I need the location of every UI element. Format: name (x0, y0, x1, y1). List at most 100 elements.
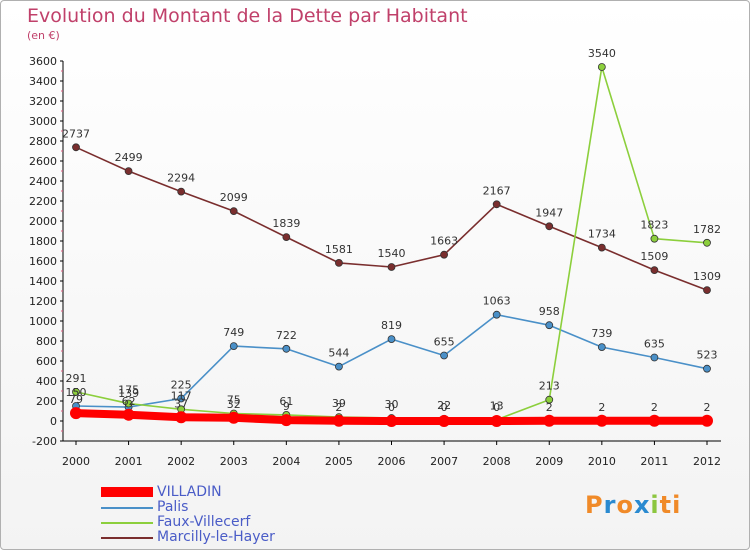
data-label-villadin: 0 (441, 401, 448, 414)
data-point-marcilly-le-hayer (387, 263, 396, 271)
data-label-faux-villecerf: 175 (118, 384, 139, 397)
data-point-palis (387, 335, 396, 344)
data-point-marcilly-le-hayer (124, 167, 133, 176)
data-label-faux-villecerf: 1823 (640, 219, 668, 232)
data-label-layer: 2737 2499 2294 2099 1839 1581 1540 1663 2167 1947… (62, 47, 721, 414)
data-label-faux-villecerf: 117 (171, 389, 192, 402)
data-point-faux-villecerf (545, 395, 554, 404)
data-point-palis (335, 362, 343, 371)
data-label-palis: 749 (223, 326, 244, 339)
x-tick-label: 2005 (325, 455, 353, 468)
data-point-villadin (385, 415, 398, 427)
data-point-palis (229, 342, 238, 351)
data-point-villadin (175, 411, 188, 424)
x-tick-label: 2006 (378, 455, 406, 468)
legend-swatch-palis (101, 507, 153, 509)
data-label-faux-villecerf: 39 (332, 397, 346, 410)
y-tick-label: 0 (50, 415, 57, 428)
data-point-faux-villecerf (72, 387, 80, 396)
y-tick-label: 3600 (29, 55, 57, 68)
data-point-villadin (543, 414, 556, 427)
data-point-marcilly-le-hayer (440, 250, 448, 259)
data-label-marcilly-le-hayer: 1309 (693, 270, 721, 283)
x-tick-label: 2010 (588, 455, 616, 468)
y-tick-label: 1400 (29, 275, 57, 288)
y-tick-label: 200 (36, 395, 57, 408)
x-tick-label: 2002 (167, 455, 195, 468)
data-label-marcilly-le-hayer: 2737 (62, 127, 90, 140)
data-label-palis: 139 (118, 387, 139, 400)
data-point-faux-villecerf (650, 234, 659, 243)
data-point-palis (440, 351, 448, 360)
data-point-palis (597, 343, 606, 352)
y-tick-label: 3400 (29, 75, 57, 88)
data-point-villadin (490, 415, 503, 427)
data-label-villadin: 0 (493, 401, 500, 414)
data-point-villadin (701, 414, 713, 427)
data-point-marcilly-le-hayer (229, 207, 238, 216)
chart-subtitle: (en €) (27, 29, 60, 42)
data-label-marcilly-le-hayer: 2167 (483, 184, 511, 197)
data-label-faux-villecerf: 75 (227, 394, 241, 407)
data-point-villadin (280, 414, 293, 427)
y-tick-label: 2800 (29, 135, 57, 148)
y-tick-label: 600 (36, 355, 57, 368)
data-label-marcilly-le-hayer: 1540 (378, 247, 406, 260)
data-point-faux-villecerf (124, 399, 133, 408)
data-label-villadin: 2 (335, 401, 342, 414)
legend-label-marcilly-le-hayer: Marcilly-le-Hayer (157, 529, 275, 545)
data-point-palis (492, 310, 501, 319)
y-tick-label: 3000 (29, 115, 57, 128)
data-label-marcilly-le-hayer: 2099 (220, 191, 248, 204)
data-point-faux-villecerf (597, 63, 606, 71)
y-tick-label: 1800 (29, 235, 57, 248)
chart-title: Evolution du Montant de la Dette par Hab… (27, 5, 468, 27)
series-layer (70, 63, 713, 427)
data-point-marcilly-le-hayer (597, 243, 606, 252)
data-label-palis: 819 (381, 319, 402, 332)
data-point-marcilly-le-hayer (492, 200, 501, 209)
data-point-villadin (227, 411, 240, 424)
data-label-palis: 544 (328, 347, 349, 360)
data-label-palis: 1063 (483, 295, 511, 308)
data-label-marcilly-le-hayer: 1947 (535, 206, 563, 219)
x-tick-label: 2011 (640, 455, 668, 468)
data-point-villadin (122, 408, 135, 421)
data-label-villadin: 79 (69, 393, 83, 406)
data-label-villadin: 2 (704, 401, 711, 414)
y-tick-label: 2000 (29, 215, 57, 228)
data-label-faux-villecerf: 213 (539, 380, 560, 393)
data-point-palis (703, 364, 711, 373)
data-label-faux-villecerf: 13 (490, 400, 504, 413)
data-point-marcilly-le-hayer (545, 222, 554, 231)
chart-axes: -200020040060080010001200140016001800200… (29, 55, 721, 468)
y-tick-label: 400 (36, 375, 57, 388)
data-label-palis: 635 (644, 338, 665, 351)
data-label-villadin: 9 (283, 400, 290, 413)
data-label-palis: 722 (276, 329, 297, 342)
data-point-marcilly-le-hayer (703, 286, 711, 295)
x-tick-label: 2001 (115, 455, 143, 468)
data-label-palis: 150 (66, 386, 87, 399)
data-point-marcilly-le-hayer (282, 233, 291, 242)
data-point-faux-villecerf (703, 238, 711, 247)
x-tick-label: 2012 (693, 455, 721, 468)
data-point-marcilly-le-hayer (177, 187, 186, 196)
y-tick-label: 1000 (29, 315, 57, 328)
data-point-villadin (332, 414, 345, 427)
legend-swatch-villadin (101, 487, 153, 497)
series-line-faux-villecerf (75, 66, 708, 421)
legend-label-villadin: VILLADIN (157, 484, 222, 500)
data-point-palis (177, 394, 186, 403)
data-label-faux-villecerf: 61 (279, 395, 293, 408)
data-label-villadin: 62 (122, 395, 136, 408)
data-label-marcilly-le-hayer: 2499 (115, 151, 143, 164)
data-point-marcilly-le-hayer (72, 143, 80, 152)
data-label-faux-villecerf: 1782 (693, 223, 721, 236)
data-label-marcilly-le-hayer: 1839 (272, 217, 300, 230)
legend-swatch-faux-villecerf (101, 522, 153, 524)
data-label-marcilly-le-hayer: 1663 (430, 235, 458, 248)
data-point-palis (650, 353, 659, 362)
data-label-villadin: 2 (598, 401, 605, 414)
data-label-marcilly-le-hayer: 1734 (588, 228, 616, 241)
